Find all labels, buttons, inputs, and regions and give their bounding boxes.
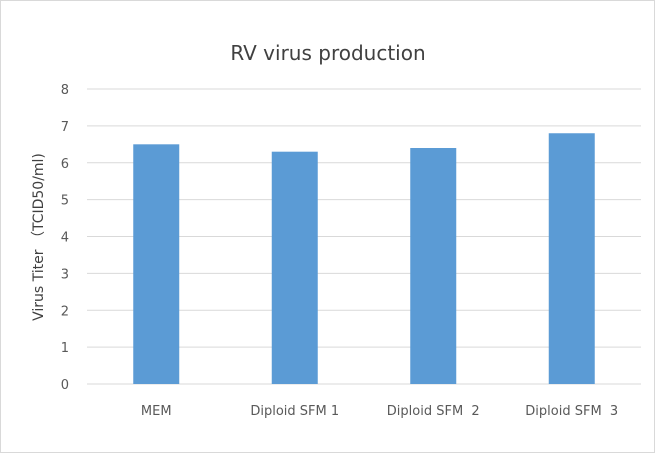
chart-title: RV virus production — [230, 41, 425, 65]
x-tick-label: Diploid SFM 3 — [525, 404, 618, 419]
x-tick-label: MEM — [141, 404, 172, 419]
y-tick-label: 3 — [61, 267, 69, 282]
y-tick-label: 1 — [61, 341, 69, 356]
y-axis-label: Virus Titer （TCID50/ml) — [31, 153, 47, 321]
y-tick-label: 4 — [61, 231, 69, 246]
x-tick-label: Diploid SFM 1 — [250, 404, 339, 419]
y-tick-label: 6 — [61, 157, 69, 172]
y-tick-label: 2 — [61, 304, 69, 319]
y-tick-label: 0 — [61, 378, 69, 393]
bar-3 — [548, 133, 595, 384]
bar-0 — [133, 144, 180, 384]
bar-1 — [271, 151, 318, 384]
y-tick-label: 8 — [61, 83, 69, 98]
x-tick-label: Diploid SFM 2 — [387, 404, 480, 419]
y-tick-label: 7 — [61, 120, 69, 135]
y-tick-label: 5 — [61, 194, 69, 209]
bar-2 — [410, 148, 457, 384]
